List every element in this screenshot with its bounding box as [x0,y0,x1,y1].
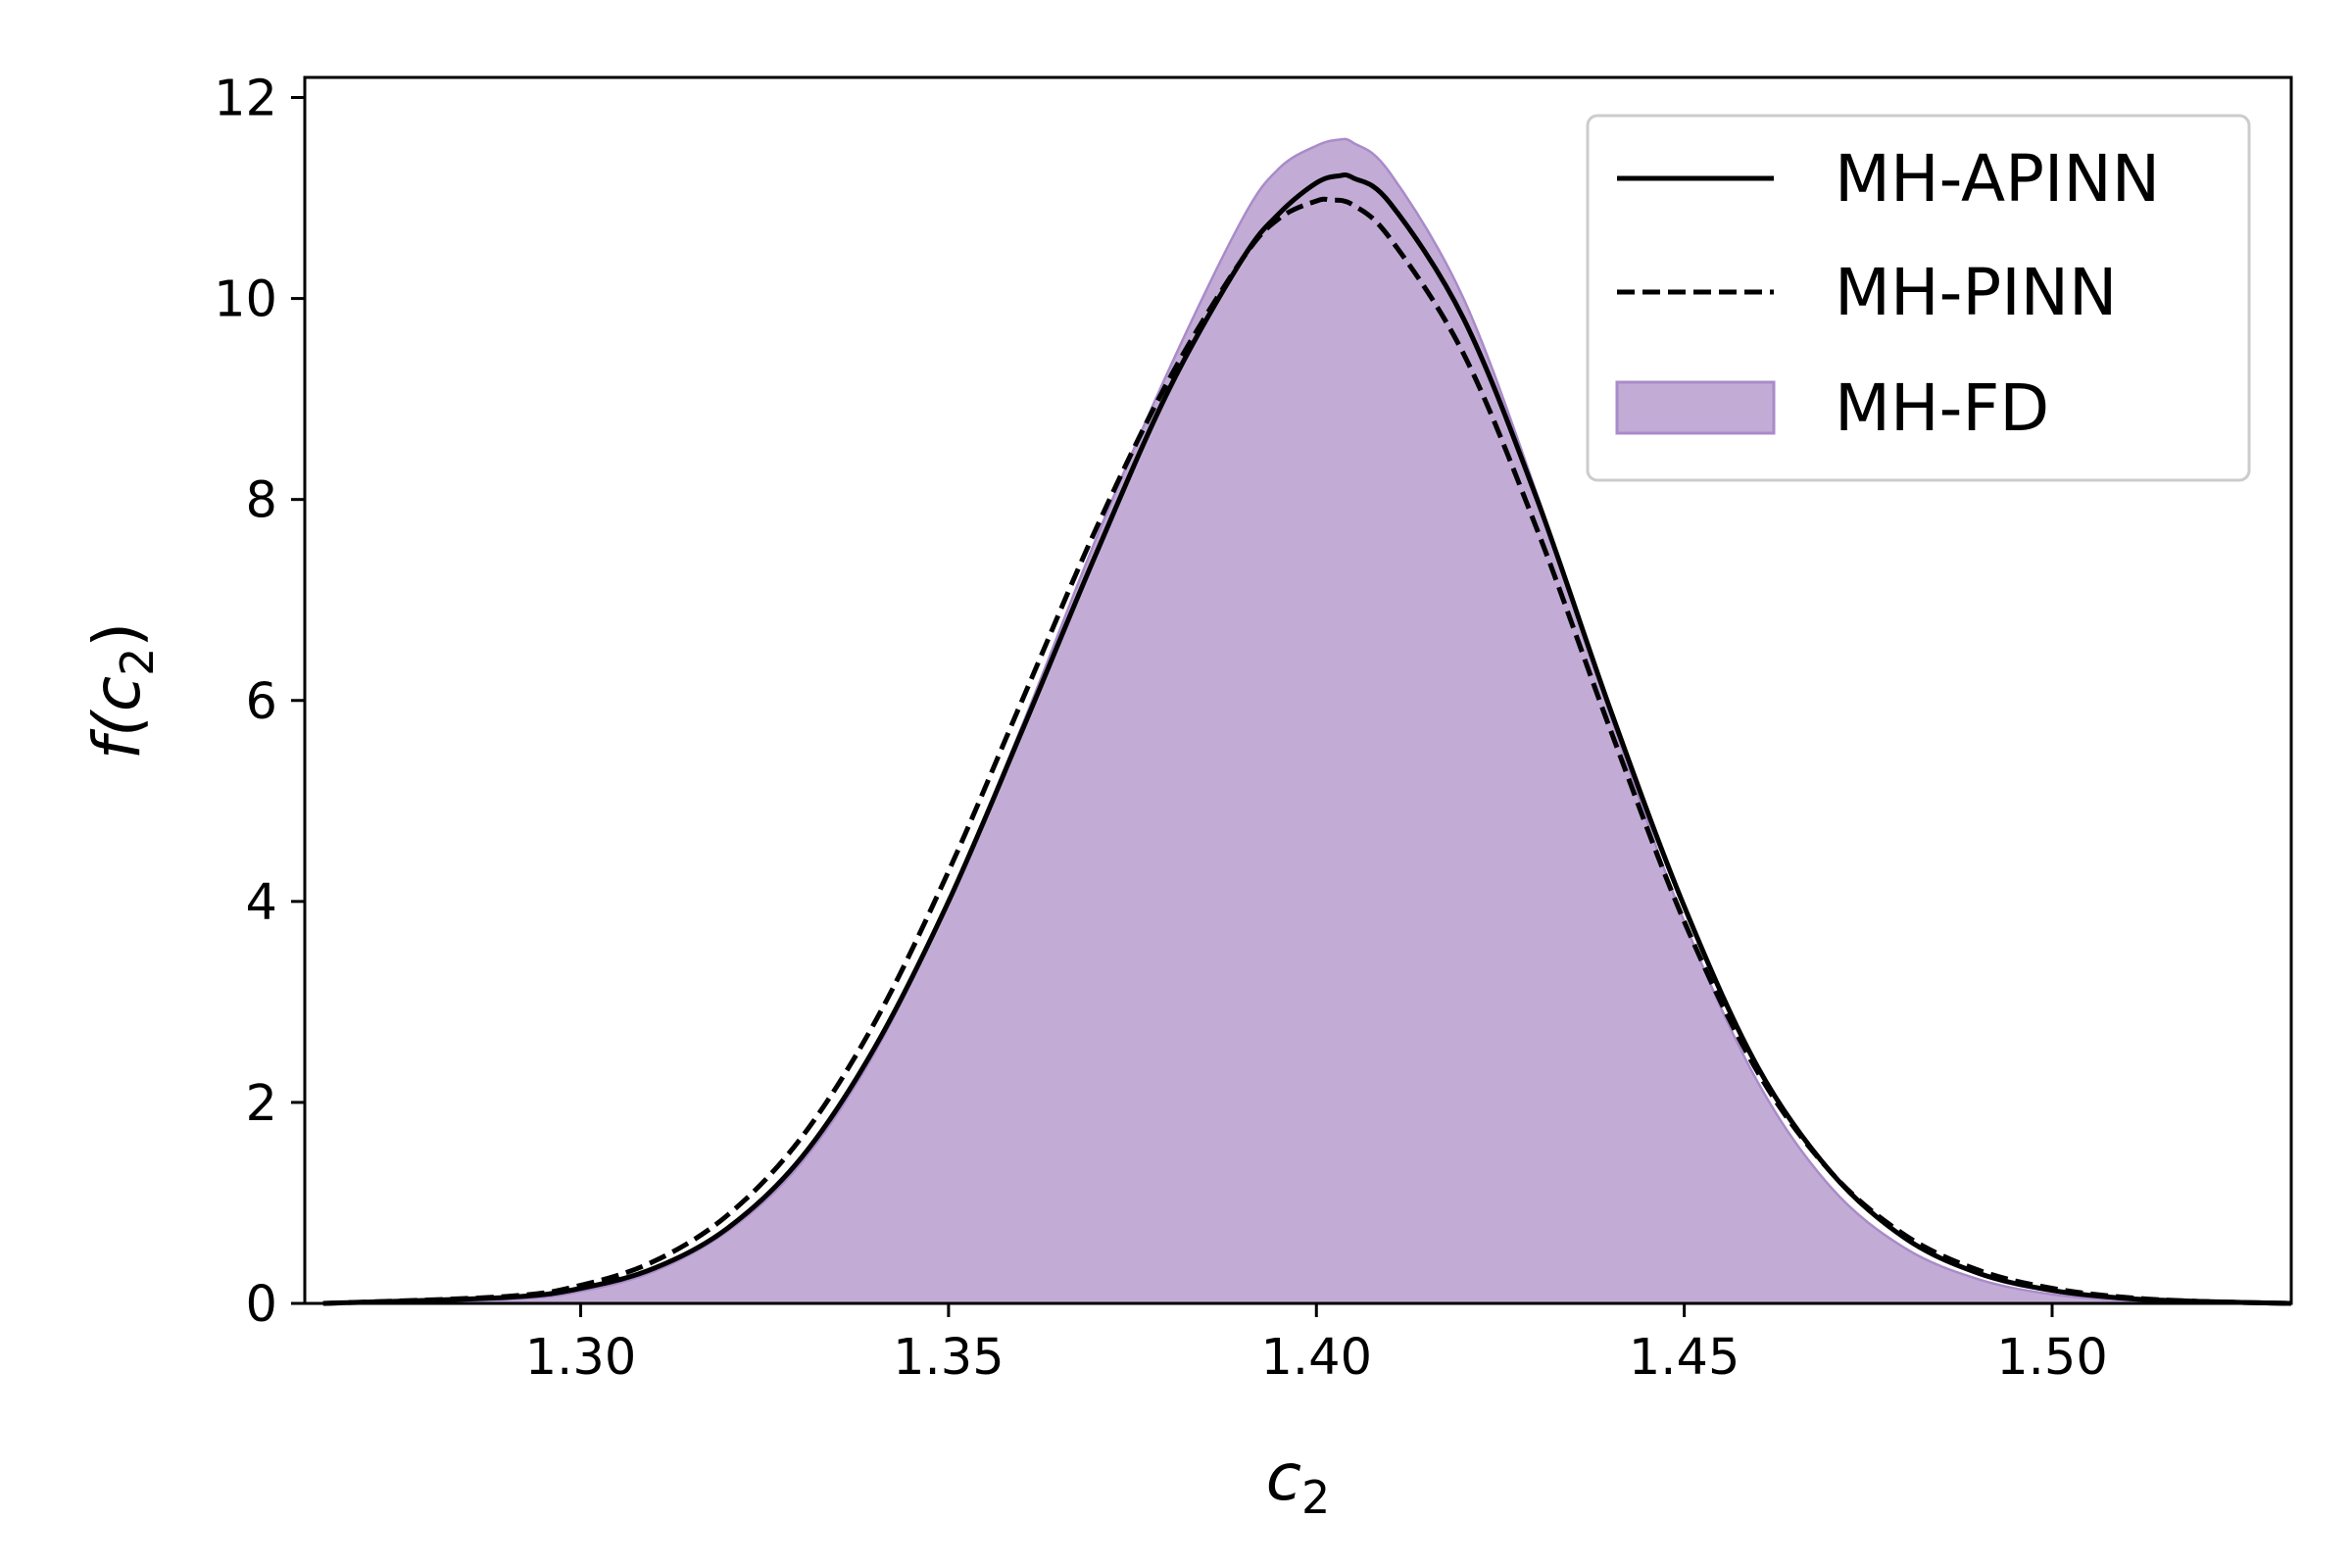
plot-area [322,137,2292,1306]
y-axis-title-main: c [79,676,155,711]
legend: MH-APINN MH-PINN MH-FD [1586,114,2251,482]
x-tick-label: 1.40 [1260,1329,1372,1387]
y-tick-label: 6 [246,673,277,731]
legend-swatch-mh-fd [1615,380,1776,435]
legend-label: MH-FD [1835,370,2049,446]
y-axis-title: f(c2) [79,622,164,760]
series-line-mh-pinn [322,196,2292,1306]
x-axis-title: c2 [1266,1440,1331,1524]
x-tick-label: 1.50 [1996,1329,2108,1387]
y-axis-title-suffix: ) [79,622,155,648]
y-tick-label: 8 [246,472,277,530]
y-tick-label: 4 [246,874,277,932]
legend-label: MH-PINN [1835,255,2117,330]
x-axis-title-main: c [1266,1440,1301,1515]
legend-label: MH-APINN [1835,141,2160,217]
x-tick-label: 1.45 [1629,1329,1740,1387]
axes-frame [303,75,2293,1305]
y-axis-title-prefix: f( [79,709,155,760]
x-axis-title-subscript: 2 [1301,1471,1330,1524]
y-axis-title-subscript: 2 [111,648,164,676]
y-tick-label: 0 [246,1276,277,1334]
x-tick-label: 1.35 [893,1329,1004,1387]
series-area-mh-fd [322,137,2292,1305]
y-tick-label: 2 [246,1075,277,1133]
y-tick-label: 12 [214,71,277,128]
y-tick-label: 10 [214,271,277,329]
x-tick-label: 1.30 [525,1329,637,1387]
